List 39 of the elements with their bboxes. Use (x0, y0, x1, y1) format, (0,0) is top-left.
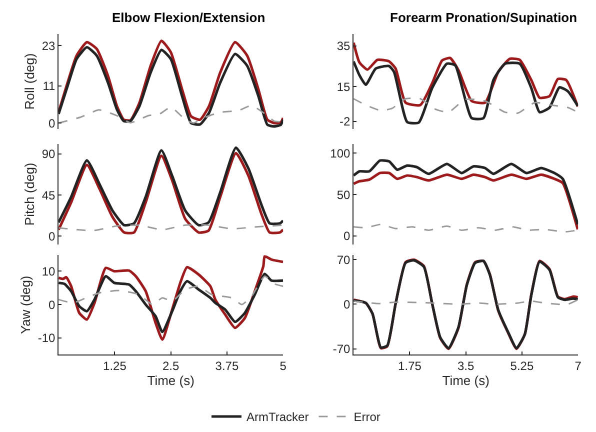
y-tick-label: -70 (332, 342, 351, 356)
line-series (354, 171, 578, 231)
y-tick-label: -2 (340, 114, 351, 129)
line-series (354, 97, 578, 114)
y-tick-label: 0 (48, 298, 56, 312)
x-axis-title: Time (s) (442, 372, 490, 388)
x-axis-title: Time (s) (147, 372, 194, 388)
y-axis-title: Pitch (deg) (22, 162, 37, 226)
y-axis-title: Roll (deg) (22, 53, 37, 110)
x-tick-label: 7 (574, 358, 582, 373)
y-tick-label: 0 (48, 229, 56, 244)
legend-label: Error (354, 410, 380, 424)
y-tick-label: 70 (336, 252, 351, 267)
x-tick-label: 1.75 (398, 358, 422, 373)
y-tick-label: 15 (336, 80, 351, 94)
y-tick-label: 0 (48, 116, 56, 130)
x-tick-label: 2.5 (162, 358, 180, 373)
x-tick-label: 1.25 (103, 358, 127, 373)
y-tick-label: 45 (42, 188, 56, 202)
y-tick-label: 10 (42, 264, 56, 278)
y-axis-title: Yaw (deg) (18, 276, 33, 334)
legend-label: ArmTracker (246, 410, 309, 424)
y-tick-label: 90 (42, 147, 56, 162)
x-tick-label: 5 (280, 358, 287, 373)
x-tick-label: 5.25 (510, 358, 534, 373)
y-tick-label: 50 (336, 188, 351, 202)
x-tick-label: 3.5 (458, 358, 475, 373)
x-tick-label: 3.75 (215, 358, 239, 373)
y-tick-label: 23 (42, 38, 56, 53)
y-tick-label: 35 (336, 39, 351, 54)
line-series (58, 275, 284, 306)
y-tick-label: 11 (42, 79, 56, 94)
y-tick-label: 0 (344, 297, 351, 312)
y-tick-label: -10 (38, 331, 56, 346)
line-series (58, 152, 284, 234)
chart-title: Elbow Flexion/Extension (112, 10, 266, 25)
y-tick-label: 100 (330, 146, 351, 160)
y-tick-label: 0 (344, 229, 351, 244)
chart-title: Forearm Pronation/Supination (390, 10, 578, 25)
